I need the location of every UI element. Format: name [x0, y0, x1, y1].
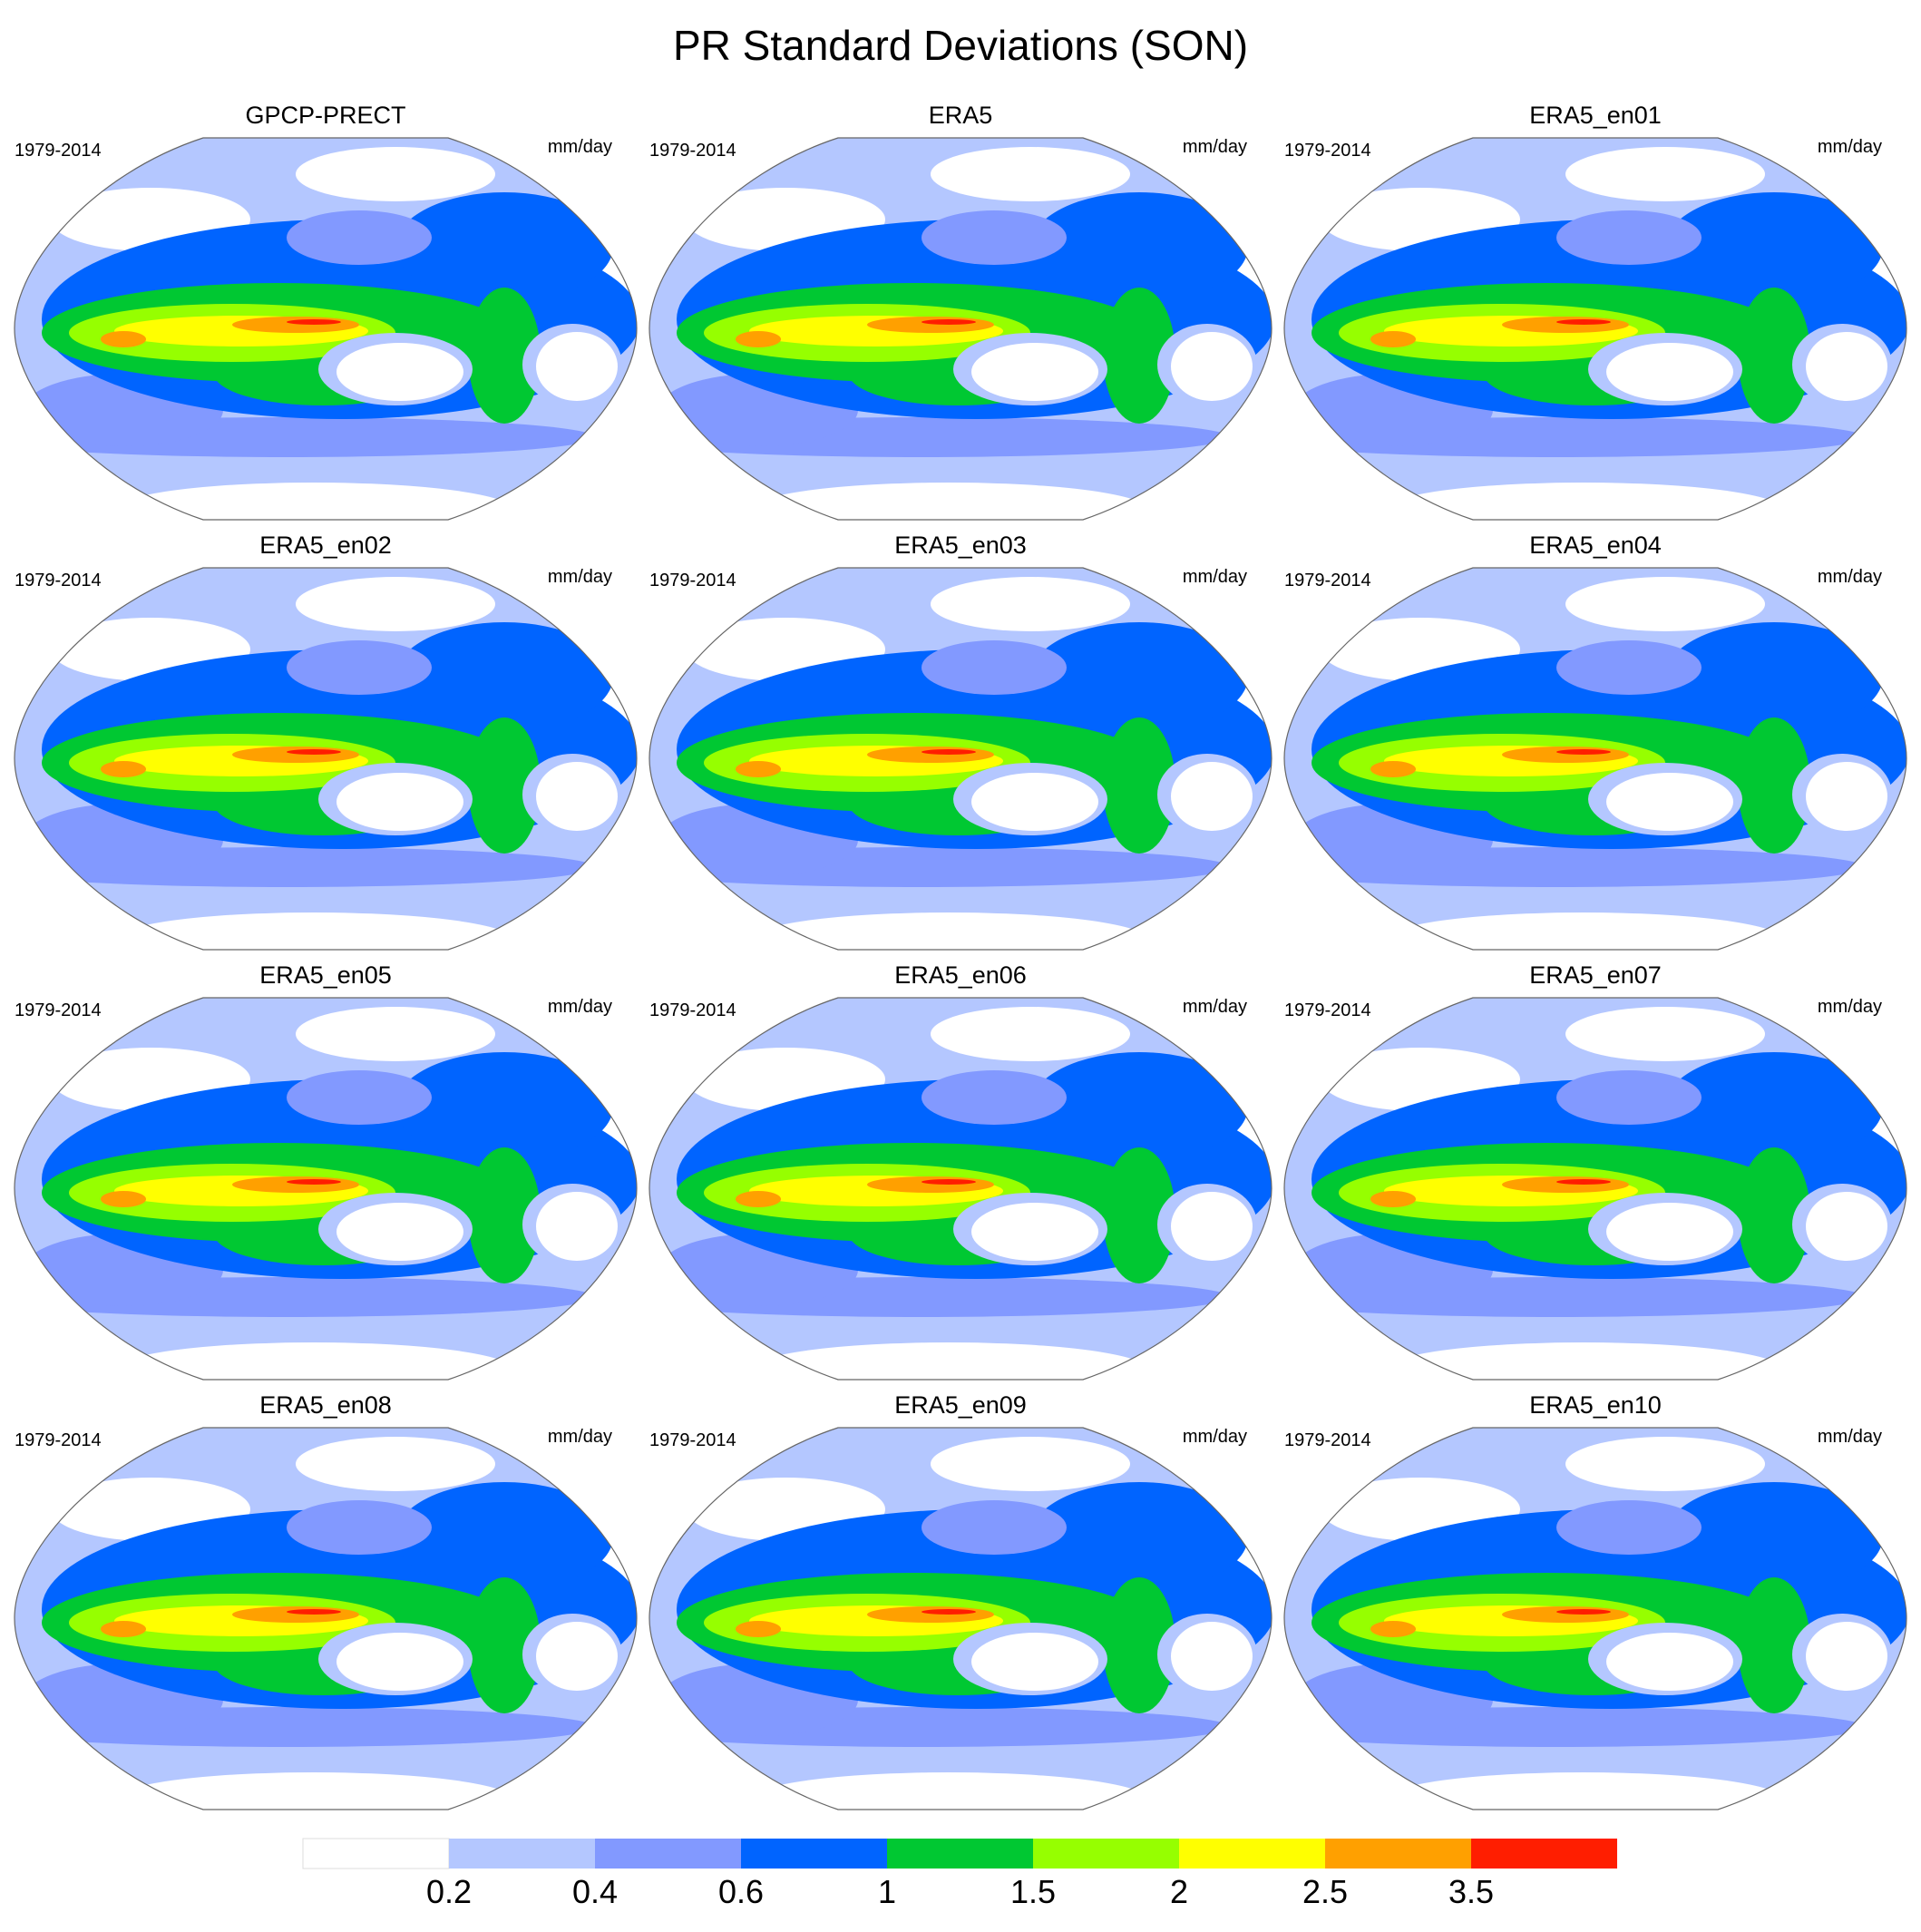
- panel-title: ERA5_en02: [259, 532, 392, 559]
- contour-map: [0, 998, 649, 1397]
- period-label: 1979-2014: [649, 1430, 736, 1450]
- colorbar-swatch: [1471, 1839, 1617, 1869]
- contour-map: [613, 998, 1284, 1397]
- colorbar-swatch: [595, 1839, 741, 1869]
- panel-title: ERA5_en09: [894, 1391, 1027, 1419]
- contour-map: [1248, 568, 1919, 967]
- period-label: 1979-2014: [15, 141, 102, 161]
- colorbar-swatch: [887, 1839, 1033, 1869]
- units-label: mm/day: [548, 137, 612, 157]
- panel-title: ERA5_en03: [894, 532, 1027, 559]
- contour-map: [0, 1428, 649, 1827]
- contour-map: [613, 568, 1284, 967]
- map-panel: ERA5 1979-2014 mm/day: [613, 102, 1284, 537]
- colorbar-tick-label: 3.5: [1448, 1873, 1494, 1910]
- panel-title: ERA5_en10: [1529, 1391, 1662, 1419]
- colorbar-swatch: [1325, 1839, 1471, 1869]
- units-label: mm/day: [1818, 1427, 1882, 1447]
- units-label: mm/day: [1818, 137, 1882, 157]
- contour-map: [613, 138, 1284, 537]
- period-label: 1979-2014: [15, 1430, 102, 1450]
- map-panel: ERA5_en02 1979-2014 mm/day: [0, 532, 649, 967]
- colorbar-swatch: [741, 1839, 887, 1869]
- period-label: 1979-2014: [649, 141, 736, 161]
- contour-map: [1248, 1428, 1919, 1827]
- units-label: mm/day: [1183, 997, 1247, 1017]
- map-panel: ERA5_en03 1979-2014 mm/day: [613, 532, 1284, 967]
- colorbar-tick-label: 0.2: [426, 1873, 472, 1910]
- period-label: 1979-2014: [1284, 571, 1371, 590]
- contour-map: [0, 568, 649, 967]
- panel-title: ERA5_en01: [1529, 102, 1662, 129]
- colorbar-tick-label: 1.5: [1010, 1873, 1056, 1910]
- panel-title: ERA5_en08: [259, 1391, 392, 1419]
- panel-title: ERA5: [929, 102, 993, 129]
- units-label: mm/day: [1818, 997, 1882, 1017]
- units-label: mm/day: [1183, 137, 1247, 157]
- map-panel: ERA5_en09 1979-2014 mm/day: [613, 1391, 1284, 1827]
- units-label: mm/day: [548, 1427, 612, 1447]
- map-panel: ERA5_en10 1979-2014 mm/day: [1248, 1391, 1919, 1827]
- map-panel: ERA5_en05 1979-2014 mm/day: [0, 961, 649, 1397]
- colorbar-swatch: [449, 1839, 595, 1869]
- map-panel: ERA5_en07 1979-2014 mm/day: [1248, 961, 1919, 1397]
- panel-title: ERA5_en04: [1529, 532, 1662, 559]
- contour-map: [613, 1428, 1284, 1827]
- period-label: 1979-2014: [1284, 141, 1371, 161]
- colorbar-swatch: [1179, 1839, 1325, 1869]
- colorbar-tick-label: 2.5: [1302, 1873, 1348, 1910]
- map-panel: ERA5_en01 1979-2014 mm/day: [1248, 102, 1919, 537]
- colorbar-tick-label: 0.4: [572, 1873, 618, 1910]
- period-label: 1979-2014: [649, 571, 736, 590]
- map-panel: ERA5_en06 1979-2014 mm/day: [613, 961, 1284, 1397]
- period-label: 1979-2014: [649, 1000, 736, 1020]
- colorbar: 0.2 0.4 0.6 1 1.5 2 2.5 3.5: [302, 1838, 1617, 1910]
- panel-title: ERA5_en07: [1529, 961, 1662, 989]
- figure-title: PR Standard Deviations (SON): [673, 22, 1248, 69]
- panel-title: ERA5_en06: [894, 961, 1027, 989]
- colorbar-swatch: [302, 1838, 450, 1869]
- panel-title: GPCP-PRECT: [245, 102, 405, 129]
- map-panel: GPCP-PRECT 1979-2014 mm/day: [0, 102, 649, 537]
- colorbar-swatch: [1033, 1839, 1179, 1869]
- panel-title: ERA5_en05: [259, 961, 392, 989]
- period-label: 1979-2014: [15, 1000, 102, 1020]
- contour-map: [1248, 998, 1919, 1397]
- period-label: 1979-2014: [1284, 1000, 1371, 1020]
- colorbar-tick-label: 2: [1170, 1873, 1188, 1910]
- map-panel: ERA5_en08 1979-2014 mm/day: [0, 1391, 649, 1827]
- units-label: mm/day: [1183, 567, 1247, 587]
- map-panel: ERA5_en04 1979-2014 mm/day: [1248, 532, 1919, 967]
- contour-map: [1248, 138, 1919, 537]
- units-label: mm/day: [1183, 1427, 1247, 1447]
- units-label: mm/day: [548, 567, 612, 587]
- colorbar-tick-label: 0.6: [718, 1873, 764, 1910]
- units-label: mm/day: [548, 997, 612, 1017]
- colorbar-tick-label: 1: [878, 1873, 896, 1910]
- period-label: 1979-2014: [1284, 1430, 1371, 1450]
- units-label: mm/day: [1818, 567, 1882, 587]
- period-label: 1979-2014: [15, 571, 102, 590]
- contour-map: [0, 138, 649, 537]
